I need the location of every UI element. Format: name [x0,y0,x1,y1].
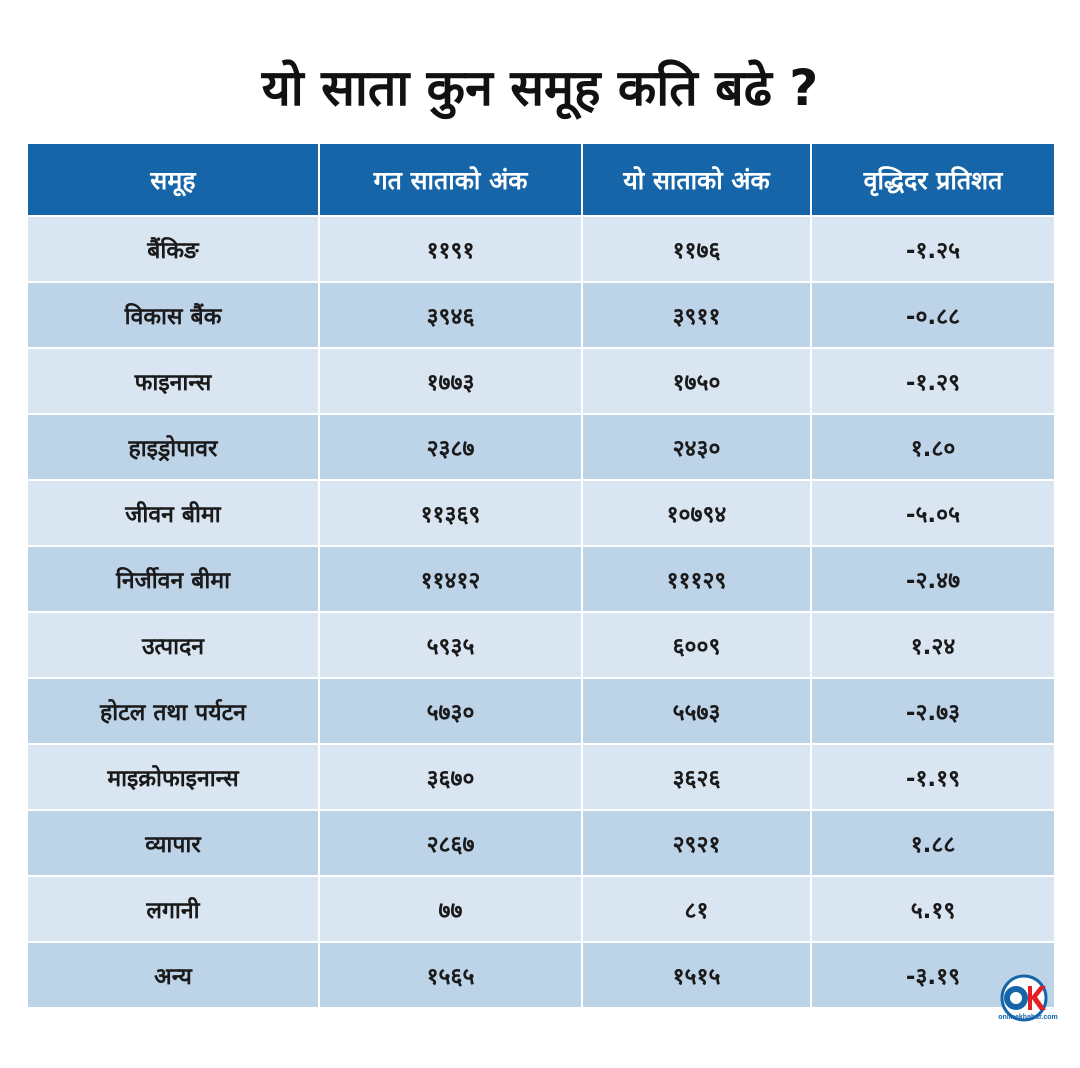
table-row: व्यापार २८६७ २९२१ १.८८ [26,809,1056,877]
cell-last-week: ५७३० [318,677,583,745]
cell-growth: -१.१९ [810,743,1056,811]
cell-group: उत्पादन [26,611,320,679]
header-growth: वृद्धिदर प्रतिशत [810,142,1056,217]
cell-growth: १.८० [810,413,1056,481]
cell-this-week: ३६२६ [581,743,812,811]
cell-last-week: १७७३ [318,347,583,415]
cell-last-week: २८६७ [318,809,583,877]
cell-group: अन्य [26,941,320,1009]
table-row: विकास बैंक ३९४६ ३९११ -०.८८ [26,281,1056,349]
page-title: यो साता कुन समूह कति बढे ? [261,59,819,117]
table-row: निर्जीवन बीमा ११४१२ १११२९ -२.४७ [26,545,1056,613]
cell-this-week: १०७९४ [581,479,812,547]
cell-last-week: ३६७० [318,743,583,811]
cell-group: लगानी [26,875,320,943]
cell-last-week: २३८७ [318,413,583,481]
cell-growth: -२.७३ [810,677,1056,745]
onlinekhabar-logo: onlinekhabar.com [998,974,1058,1034]
cell-group: व्यापार [26,809,320,877]
table-row: बैंकिङ ११९१ ११७६ -१.२५ [26,215,1056,283]
cell-growth: -२.४७ [810,545,1056,613]
table-row: अन्य १५६५ १५१५ -३.१९ [26,941,1056,1009]
cell-this-week: २४३० [581,413,812,481]
table-row: होटल तथा पर्यटन ५७३० ५५७३ -२.७३ [26,677,1056,745]
table-row: फाइनान्स १७७३ १७५० -१.२९ [26,347,1056,415]
cell-this-week: ३९११ [581,281,812,349]
cell-growth: -१.२९ [810,347,1056,415]
table-header-row: समूह गत साताको अंक यो साताको अंक वृद्धिद… [26,142,1056,217]
cell-group: बैंकिङ [26,215,320,283]
cell-growth: -१.२५ [810,215,1056,283]
header-this-week: यो साताको अंक [581,142,812,217]
cell-this-week: ८१ [581,875,812,943]
cell-this-week: १११२९ [581,545,812,613]
cell-this-week: ५५७३ [581,677,812,745]
cell-growth: -५.०५ [810,479,1056,547]
cell-group: फाइनान्स [26,347,320,415]
cell-group: विकास बैंक [26,281,320,349]
cell-growth: -३.१९ [810,941,1056,1009]
cell-growth: ५.१९ [810,875,1056,943]
cell-group: माइक्रोफाइनान्स [26,743,320,811]
cell-last-week: ७७ [318,875,583,943]
cell-group: निर्जीवन बीमा [26,545,320,613]
cell-last-week: ११९१ [318,215,583,283]
cell-this-week: २९२१ [581,809,812,877]
cell-this-week: ६००९ [581,611,812,679]
cell-last-week: ५९३५ [318,611,583,679]
cell-this-week: १७५० [581,347,812,415]
cell-growth: १.८८ [810,809,1056,877]
cell-group: हाइड्रोपावर [26,413,320,481]
cell-last-week: ११३६९ [318,479,583,547]
header-last-week: गत साताको अंक [318,142,583,217]
cell-last-week: ११४१२ [318,545,583,613]
table-row: हाइड्रोपावर २३८७ २४३० १.८० [26,413,1056,481]
table-row: उत्पादन ५९३५ ६००९ १.२४ [26,611,1056,679]
cell-growth: १.२४ [810,611,1056,679]
cell-last-week: १५६५ [318,941,583,1009]
table-row: जीवन बीमा ११३६९ १०७९४ -५.०५ [26,479,1056,547]
ok-logo-icon [1000,974,1048,1022]
cell-group: होटल तथा पर्यटन [26,677,320,745]
header-group: समूह [26,142,320,217]
cell-group: जीवन बीमा [26,479,320,547]
logo-text: onlinekhabar.com [998,1014,1058,1021]
cell-last-week: ३९४६ [318,281,583,349]
cell-this-week: ११७६ [581,215,812,283]
cell-this-week: १५१५ [581,941,812,1009]
stock-group-table: समूह गत साताको अंक यो साताको अंक वृद्धिद… [26,142,1056,1009]
cell-growth: -०.८८ [810,281,1056,349]
table-row: लगानी ७७ ८१ ५.१९ [26,875,1056,943]
table-row: माइक्रोफाइनान्स ३६७० ३६२६ -१.१९ [26,743,1056,811]
